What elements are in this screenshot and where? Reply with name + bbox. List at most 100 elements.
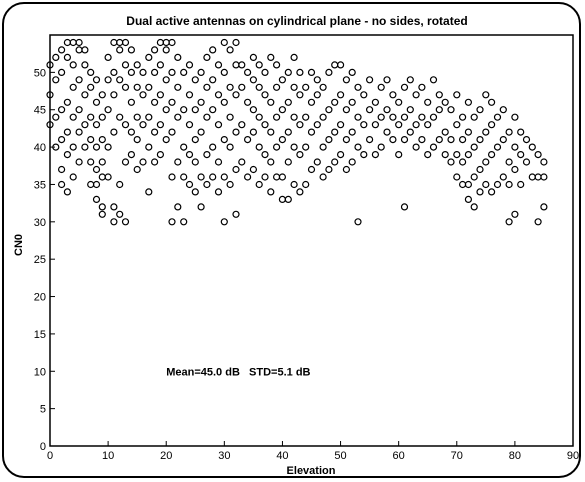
data-point [174,83,182,91]
data-point [464,128,472,136]
data-point [418,83,426,91]
data-point [209,143,217,151]
data-point [127,68,135,77]
data-point [220,38,228,47]
data-point [151,128,159,136]
data-point [98,91,106,99]
data-point [255,61,263,69]
data-point [470,173,478,181]
data-point [110,38,118,47]
data-point [92,98,101,106]
data-point [284,158,292,166]
data-point [482,180,490,189]
data-point [232,61,240,69]
data-point [476,188,484,196]
data-point [191,106,199,114]
data-point [133,113,141,121]
x-tick-label: 50 [334,450,346,462]
data-point [273,173,281,181]
data-point [447,136,455,144]
data-point [453,121,461,129]
chart-title: Dual active antennas on cylindrical plan… [126,14,467,28]
data-point [307,98,316,106]
data-point [249,165,257,174]
y-tick-label: 35 [34,179,46,191]
data-point [168,98,176,106]
data-point [92,195,101,203]
data-point [540,203,548,211]
data-point [389,113,397,121]
y-tick-label: 10 [34,366,46,378]
data-point [81,91,89,99]
data-point [534,218,542,226]
data-point [238,121,246,129]
data-point [383,106,391,114]
data-point [464,180,472,189]
data-point [406,106,414,114]
data-point [197,128,205,136]
data-point [203,53,211,62]
data-point [348,158,356,166]
data-point [81,143,89,151]
data-point [214,188,223,196]
data-point [418,136,426,144]
data-point [290,83,298,91]
data-point [244,98,252,106]
data-point [238,158,246,166]
data-point [156,121,164,129]
data-point [180,143,188,151]
x-tick-label: 20 [160,450,172,462]
data-point [116,46,124,54]
data-point [81,46,89,54]
data-point [395,121,403,129]
data-point [377,83,385,91]
data-point [81,121,89,129]
data-point [278,173,286,181]
data-point [261,173,269,181]
data-point [348,68,356,77]
data-point [470,113,478,121]
data-point [69,61,77,69]
x-tick-label: 0 [47,450,53,462]
data-point [87,68,95,77]
data-point [278,76,286,84]
data-point [360,91,368,99]
data-point [511,143,519,151]
data-point [337,151,345,159]
data-point [540,158,548,166]
data-point [342,106,350,114]
data-point [493,180,502,189]
data-point [156,151,164,159]
data-point [424,121,432,129]
data-point [203,83,211,91]
data-point [226,83,234,91]
data-point [249,128,257,136]
data-point [168,128,176,136]
data-point [57,106,66,114]
data-point [116,76,124,84]
data-point [505,158,513,166]
data-point [337,91,345,99]
data-point [127,151,135,159]
data-point [522,158,531,166]
data-point [110,218,118,226]
y-tick-label: 5 [40,404,46,416]
data-point [488,98,496,106]
data-point [284,128,292,136]
data-point [156,91,164,99]
data-point [232,38,240,47]
data-point [476,136,484,144]
data-point [98,136,106,144]
data-point [121,121,130,129]
data-point [313,91,321,99]
data-point [180,173,188,181]
y-tick-label: 25 [34,254,46,266]
data-point [133,61,141,69]
data-point [238,61,246,69]
data-point [447,158,455,166]
data-point [261,151,269,159]
data-point [453,173,461,181]
data-point [139,68,147,77]
data-point [69,38,77,47]
data-point [255,180,263,189]
